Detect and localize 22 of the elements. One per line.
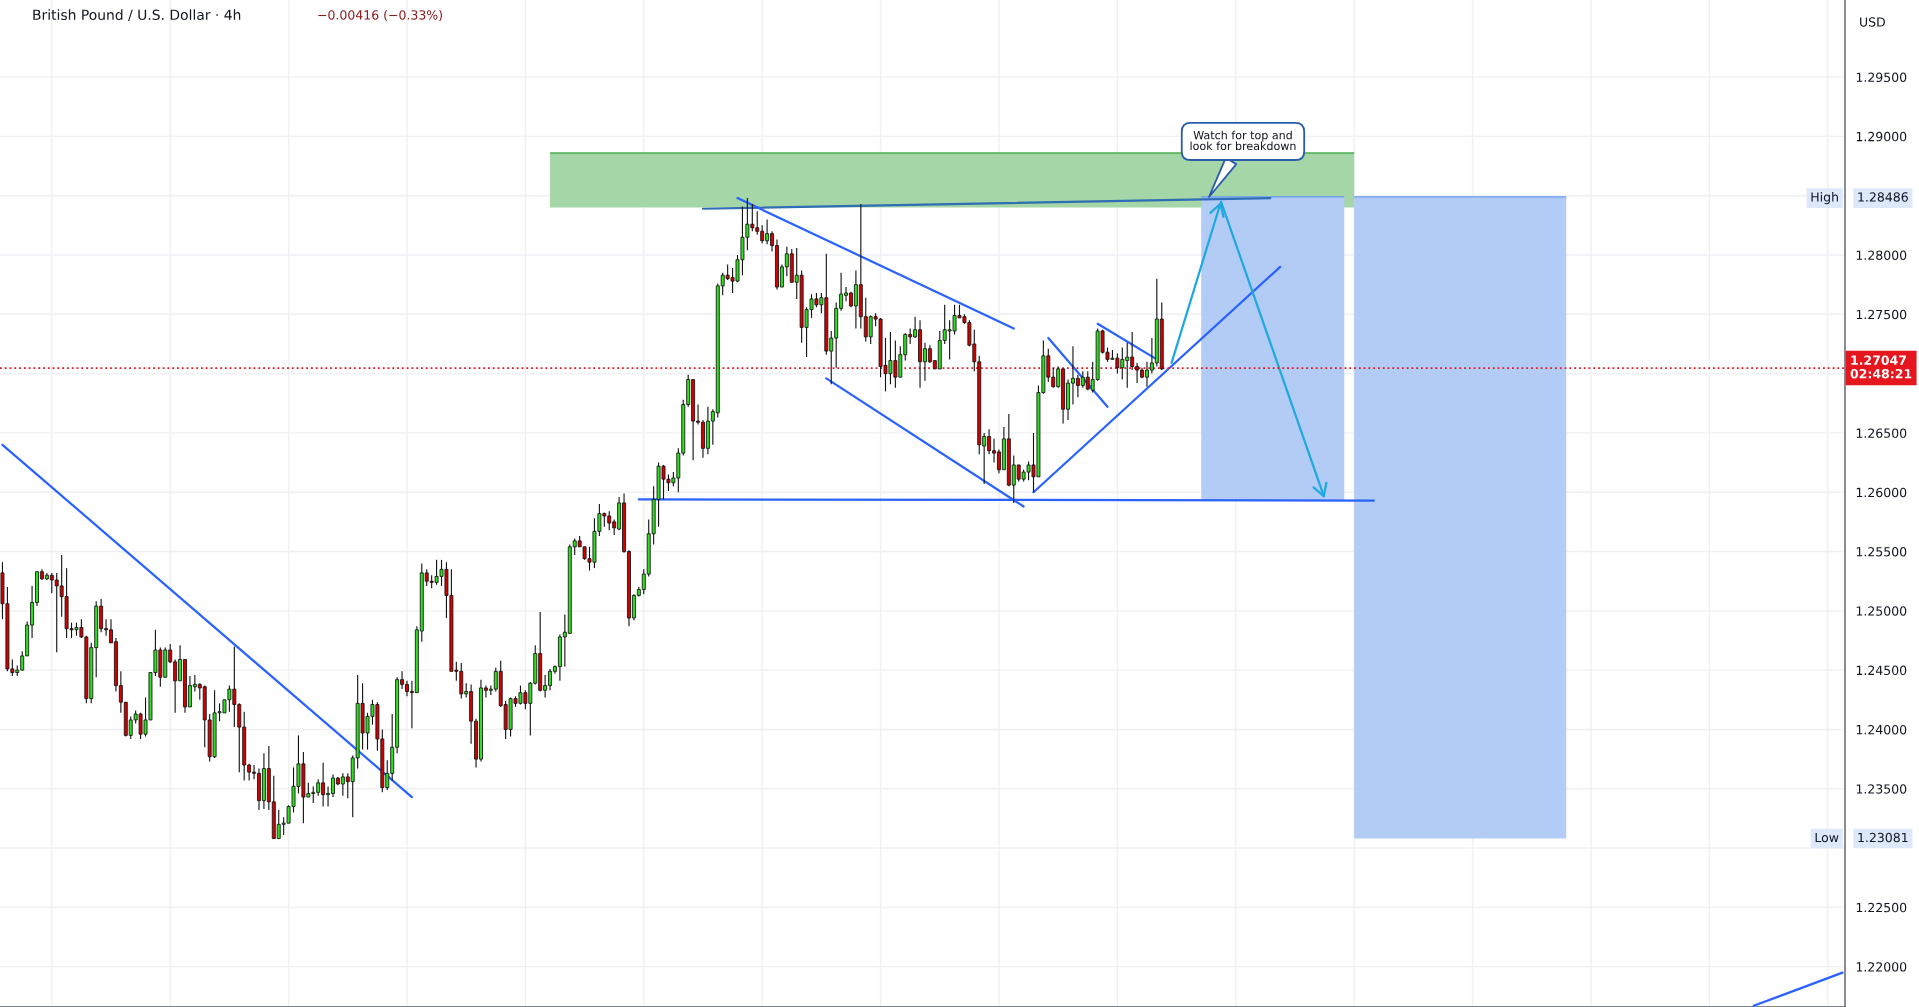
annotation: Watch for top and look for breakdown (1190, 130, 1296, 151)
text: −0.00416 (−0.33%) (318, 9, 442, 22)
y-tick-label: 1.28000 (1856, 250, 1907, 260)
y-tick-label: 1.27500 (1856, 309, 1907, 320)
y-tick-label: 1.22000 (1856, 962, 1907, 972)
y-tick-label: 1.24500 (1856, 665, 1907, 676)
y-axis-title: USD (1860, 17, 1885, 27)
y-tick-label: 1.26500 (1856, 428, 1907, 438)
text: British Pound / U.S. Dollar · 4h (33, 9, 241, 22)
y-tick-label: 1.29500 (1856, 72, 1907, 83)
y-tick-label: 1.23500 (1856, 784, 1907, 794)
ref-line-label: 1.27047 02:48:21 (1850, 355, 1912, 379)
y-tick-label: 1.22500 (1856, 902, 1907, 913)
annotation: Low (1815, 832, 1839, 843)
y-tick-label: 1.25000 (1856, 606, 1907, 616)
text: 1.28486 (1858, 192, 1908, 202)
y-tick-label: 1.29000 (1856, 131, 1907, 142)
y-tick-label: 1.25500 (1856, 547, 1907, 557)
annotation: High (1811, 192, 1838, 205)
y-tick-label: 1.24000 (1856, 724, 1907, 735)
text: 1.23081 (1858, 832, 1908, 843)
y-tick-label: 1.26000 (1856, 487, 1907, 498)
